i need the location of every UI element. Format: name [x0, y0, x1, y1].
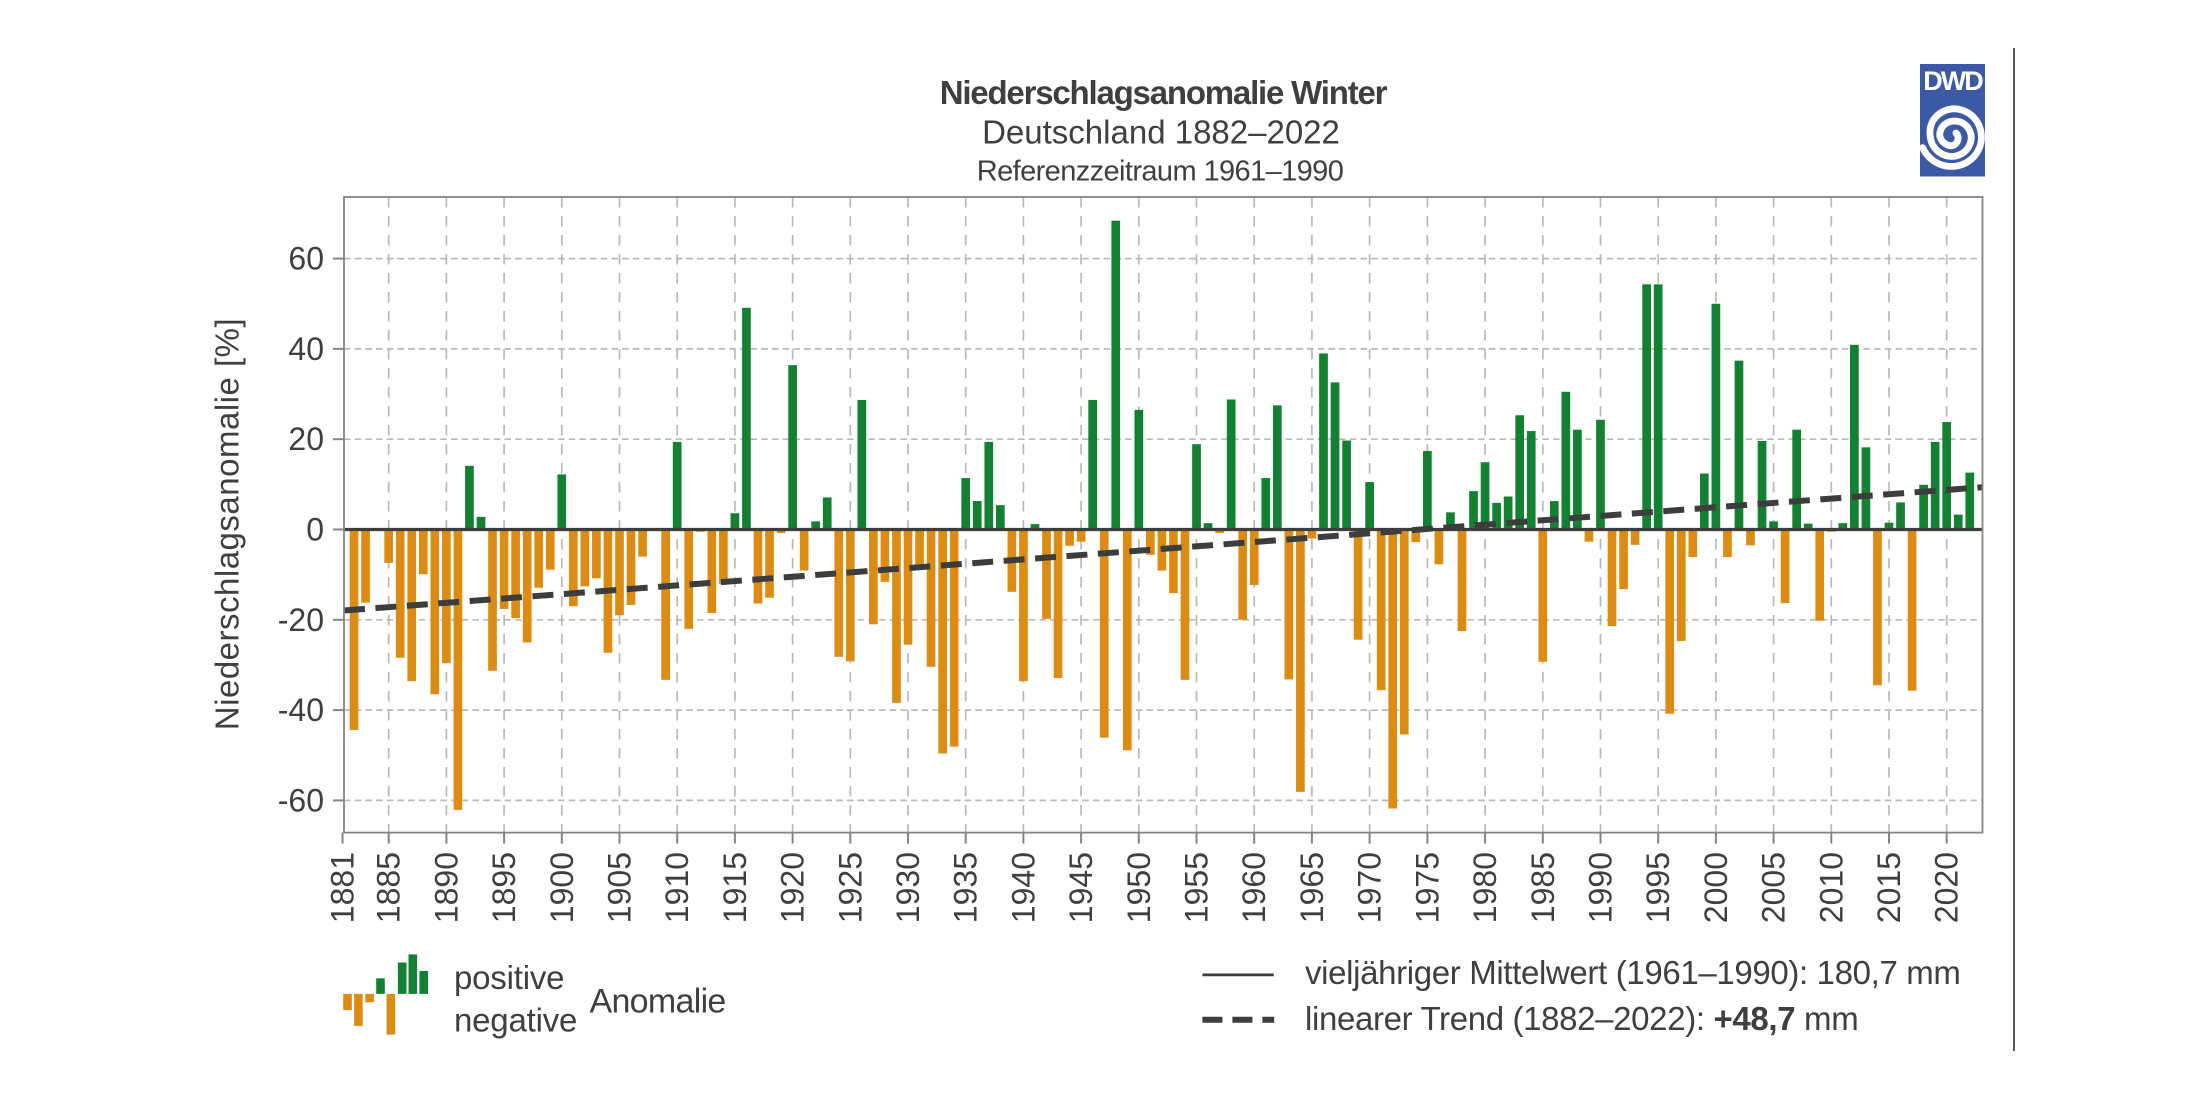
svg-text:60: 60 — [288, 241, 324, 277]
svg-text:1920: 1920 — [775, 852, 811, 923]
svg-text:2005: 2005 — [1756, 852, 1792, 923]
svg-text:1890: 1890 — [428, 852, 464, 923]
svg-text:1965: 1965 — [1294, 852, 1330, 923]
svg-text:2020: 2020 — [1929, 852, 1965, 923]
svg-text:1915: 1915 — [717, 852, 753, 923]
svg-text:1975: 1975 — [1409, 852, 1445, 923]
svg-text:1990: 1990 — [1583, 852, 1619, 923]
svg-text:1881: 1881 — [325, 852, 361, 923]
svg-text:1935: 1935 — [948, 852, 984, 923]
svg-text:0: 0 — [306, 512, 324, 548]
svg-text:-40: -40 — [278, 692, 324, 728]
svg-text:1985: 1985 — [1525, 852, 1561, 923]
svg-text:-60: -60 — [278, 782, 324, 818]
svg-text:1955: 1955 — [1179, 852, 1215, 923]
svg-text:20: 20 — [288, 421, 324, 457]
svg-text:1940: 1940 — [1005, 852, 1041, 923]
svg-text:1910: 1910 — [659, 852, 695, 923]
svg-text:1900: 1900 — [544, 852, 580, 923]
svg-text:1925: 1925 — [832, 852, 868, 923]
svg-text:1895: 1895 — [486, 852, 522, 923]
svg-text:Referenzzeitraum 1961–1990: Referenzzeitraum 1961–1990 — [977, 156, 1343, 188]
svg-text:1980: 1980 — [1467, 852, 1503, 923]
svg-text:-20: -20 — [278, 602, 324, 638]
svg-text:DWD: DWD — [1923, 66, 1983, 96]
svg-text:vieljähriger Mittelwert (1961–: vieljähriger Mittelwert (1961–1990): 180… — [1305, 954, 1961, 991]
svg-text:1950: 1950 — [1121, 852, 1157, 923]
svg-text:1930: 1930 — [890, 852, 926, 923]
svg-text:Niederschlagsanomalie Winter: Niederschlagsanomalie Winter — [940, 74, 1388, 111]
svg-text:2015: 2015 — [1871, 852, 1907, 923]
svg-text:positive: positive — [454, 959, 564, 996]
svg-text:Deutschland 1882–2022: Deutschland 1882–2022 — [982, 114, 1340, 151]
svg-text:linearer Trend (1882–2022): +4: linearer Trend (1882–2022): +48,7 mm — [1305, 1000, 1858, 1037]
svg-text:40: 40 — [288, 331, 324, 367]
svg-text:2010: 2010 — [1813, 852, 1849, 923]
svg-text:1960: 1960 — [1236, 852, 1272, 923]
svg-text:1885: 1885 — [371, 852, 407, 923]
svg-text:1970: 1970 — [1352, 852, 1388, 923]
svg-text:Anomalie: Anomalie — [590, 983, 726, 1021]
svg-text:1945: 1945 — [1063, 852, 1099, 923]
svg-text:negative: negative — [454, 1002, 577, 1039]
svg-text:1905: 1905 — [602, 852, 638, 923]
svg-text:1995: 1995 — [1640, 852, 1676, 923]
svg-text:Niederschlagsanomalie [%]: Niederschlagsanomalie [%] — [209, 318, 246, 730]
svg-text:2000: 2000 — [1698, 852, 1734, 923]
